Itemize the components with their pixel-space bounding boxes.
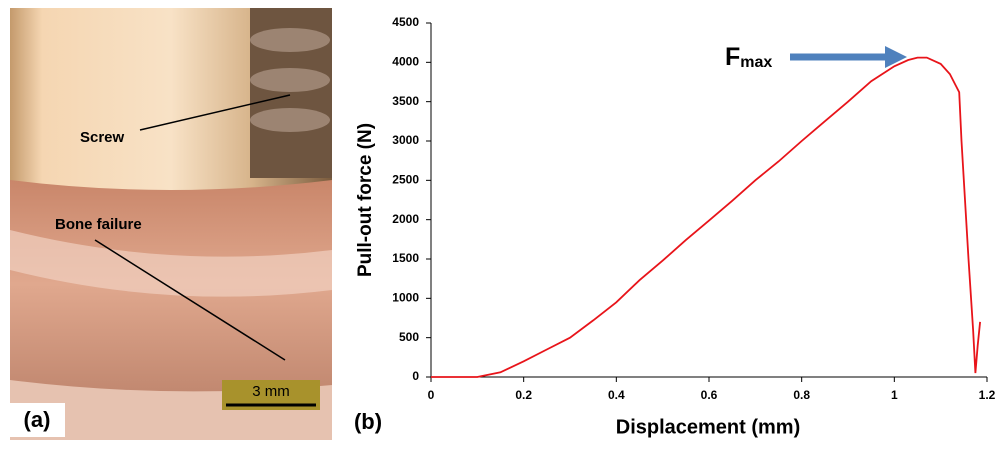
chart: 0 500 1000 1500 2000 2500 3000 3500 4000 4500 0 0.2… [354, 15, 996, 438]
y-tick-label: 500 [399, 330, 419, 344]
y-axis-label: Pull-out force (N) [355, 123, 376, 277]
y-tick-label: 4000 [392, 55, 419, 69]
annotation: Fmax [725, 43, 772, 72]
x-tick-label: 0.4 [608, 388, 625, 402]
photo-panel: Screw Bone failure 3 mm (a) [10, 8, 332, 440]
photo-label: Screw [80, 129, 125, 146]
panel-label: (b) [354, 409, 382, 434]
y-tick-label: 3000 [392, 133, 419, 147]
y-tick-label: 3500 [392, 94, 419, 108]
y-tick-label: 2500 [392, 173, 419, 187]
panel-label-box [10, 403, 65, 437]
scale-bar-label: 3 mm [252, 383, 290, 400]
arrow-head [885, 46, 907, 68]
y-tick-label: 0 [412, 369, 419, 383]
x-axis-label: Displacement (mm) [616, 416, 801, 438]
panel-label: (a) [24, 407, 51, 432]
photo-label: Bone failure [55, 216, 142, 233]
annotation-subscript: max [740, 54, 772, 71]
y-tick-label: 1000 [392, 291, 419, 305]
data-line [431, 56, 981, 378]
thread [250, 28, 330, 52]
bone [10, 180, 332, 440]
y-tick-label: 2000 [392, 212, 419, 226]
x-tick-label: 1 [891, 388, 898, 402]
thread [250, 108, 330, 132]
annotation-main: F [725, 43, 740, 71]
x-tick-label: 0 [428, 388, 435, 402]
pointer-line [94, 239, 286, 361]
thread [250, 68, 330, 92]
x-tick-label: 1.2 [979, 388, 996, 402]
y-tick-label: 4500 [392, 15, 419, 29]
y-tick-label: 1500 [392, 251, 419, 265]
x-tick-label: 0.8 [793, 388, 810, 402]
x-tick-label: 0.6 [701, 388, 718, 402]
x-tick-label: 0.2 [515, 388, 532, 402]
pointer-line [139, 94, 291, 131]
bone-layer [10, 230, 332, 297]
